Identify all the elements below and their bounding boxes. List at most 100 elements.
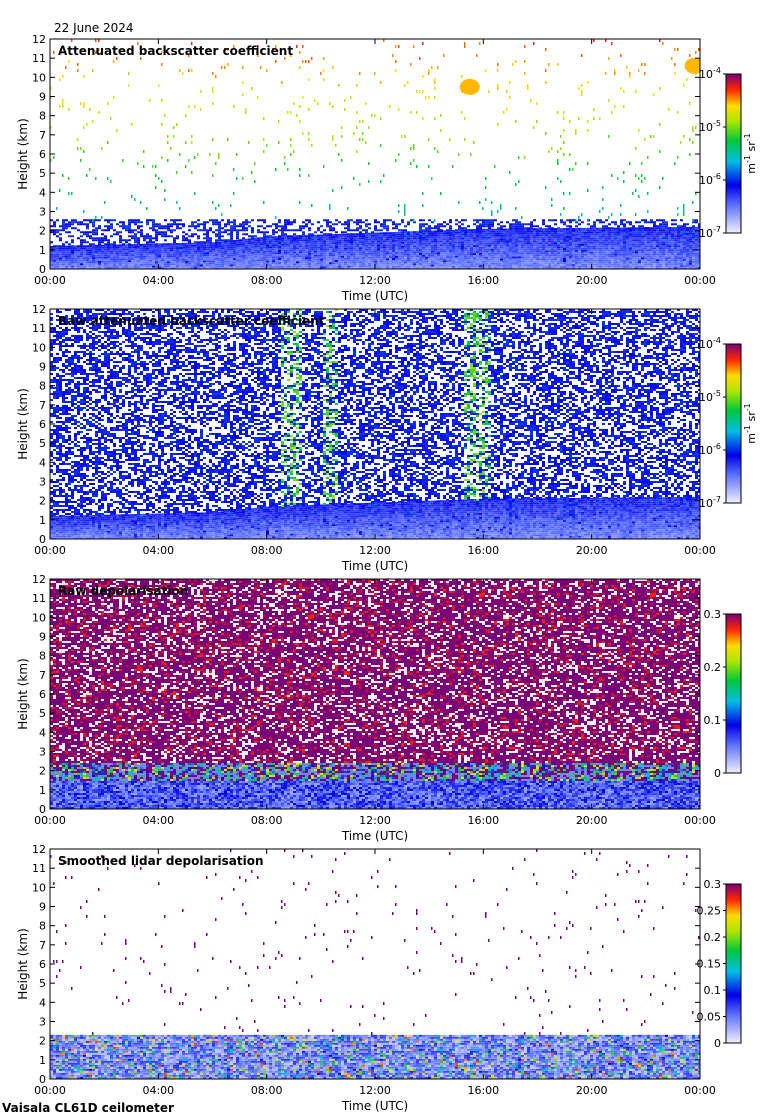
heatmap-cells	[563, 117, 565, 120]
heatmap-cells	[305, 801, 308, 803]
heatmap-cells	[602, 207, 604, 210]
heatmap-cells	[539, 1070, 542, 1073]
heatmap-cells	[203, 773, 206, 775]
heatmap-cells	[470, 369, 473, 371]
heatmap-cells	[323, 69, 325, 72]
heatmap-cells	[491, 213, 493, 216]
heatmap-cells	[674, 227, 677, 230]
y-tick-label: 6	[39, 148, 46, 161]
heatmap-cells	[407, 534, 437, 538]
heatmap-cells	[662, 42, 664, 45]
heatmap-cells	[308, 765, 311, 767]
heatmap-cells	[245, 108, 247, 111]
heatmap-cells	[191, 1036, 194, 1039]
y-tick-label: 0	[39, 533, 46, 546]
heatmap-cells	[575, 777, 578, 779]
date-label: 22 June 2024	[54, 21, 134, 35]
heatmap-cells	[308, 78, 310, 81]
heatmap-cells	[641, 773, 644, 775]
heatmap-cells	[299, 767, 302, 769]
x-axis-label: Time (UTC)	[341, 1099, 408, 1113]
heatmap-cells	[140, 1036, 143, 1039]
heatmap-cells	[80, 767, 83, 769]
heatmap-cells	[194, 1036, 197, 1039]
heatmap-cells	[266, 773, 269, 775]
heatmap-cells	[68, 177, 70, 180]
heatmap-cells	[284, 493, 287, 495]
heatmap-cells	[302, 763, 305, 765]
heatmap-cells	[53, 265, 56, 268]
heatmap-cells	[371, 765, 374, 767]
y-tick-label: 9	[39, 361, 46, 374]
heatmap-cells	[113, 771, 131, 779]
heatmap-cells	[353, 177, 355, 180]
heatmap-cells	[566, 779, 569, 781]
heatmap-cells	[641, 174, 643, 177]
heatmap-cells	[227, 63, 229, 66]
heatmap-cells	[86, 773, 89, 775]
heatmap-cells	[233, 192, 235, 195]
heatmap-cells	[149, 769, 674, 809]
heatmap-cells	[470, 399, 473, 401]
colorbar: 10-7 10-6 10-5 10-4 m-1 sr-1	[699, 66, 758, 240]
heatmap-cells	[455, 507, 458, 510]
heatmap-cells	[503, 111, 505, 114]
heatmap-cells	[68, 581, 680, 753]
x-tick-label: 20:00	[576, 544, 608, 557]
heatmap-cells	[491, 1074, 494, 1077]
y-tick-label: 0	[39, 263, 46, 276]
y-tick-label: 2	[39, 225, 46, 238]
heatmap-cells	[170, 765, 173, 767]
heatmap-cells	[176, 521, 692, 539]
heatmap-cells	[461, 75, 463, 78]
heatmap-cells	[260, 779, 263, 781]
heatmap-cells	[131, 779, 134, 781]
heatmap-cells	[284, 461, 287, 463]
heatmap-cells	[296, 393, 299, 395]
heatmap-cells	[533, 763, 536, 765]
heatmap-cells	[110, 769, 113, 771]
heatmap-cells	[248, 779, 251, 781]
heatmap-cells	[170, 767, 173, 769]
heatmap-cells	[191, 1042, 194, 1045]
panel-title: Raw attenuated backscatter coefficient	[58, 314, 325, 328]
heatmap-cells	[83, 102, 85, 105]
heatmap-cells	[86, 769, 89, 771]
heatmap-cells	[86, 1038, 671, 1061]
heatmap-cells	[389, 773, 392, 775]
heatmap-cells	[419, 57, 421, 60]
heatmap-cells	[299, 357, 302, 359]
heatmap-cells	[545, 81, 547, 84]
heatmap-cells	[620, 765, 623, 767]
heatmap-cells	[368, 126, 370, 129]
heatmap-cells	[533, 42, 535, 45]
heatmap-cells	[293, 391, 296, 393]
heatmap-cells	[170, 147, 172, 150]
heatmap-cells	[683, 499, 686, 501]
heatmap-cells	[113, 1052, 698, 1075]
heatmap-cells	[542, 234, 545, 237]
heatmap-cells	[659, 39, 661, 42]
heatmap-cells	[602, 1072, 605, 1075]
heatmap-cells	[296, 493, 299, 495]
heatmap-cells	[473, 327, 476, 329]
heatmap-cells	[536, 102, 538, 105]
heatmap-cells	[50, 309, 692, 539]
heatmap-cells	[569, 168, 571, 171]
heatmap-cells	[209, 1038, 212, 1041]
heatmap-cells	[464, 479, 467, 481]
heatmap-cells	[500, 232, 503, 235]
heatmap-cells	[281, 383, 302, 387]
heatmap-cells	[173, 765, 176, 767]
heatmap-cells	[611, 42, 613, 45]
colorbar: 0 0.05 0.1 0.15 0.2 0.25 0.3	[697, 878, 742, 1050]
heatmap-cells	[191, 1034, 194, 1037]
heatmap-cells	[206, 266, 452, 269]
heatmap-cells	[182, 769, 185, 771]
heatmap-cells	[506, 1074, 509, 1077]
heatmap-cells	[107, 1044, 692, 1067]
y-tick-label: 1	[39, 514, 46, 527]
heatmap-cells	[293, 477, 296, 479]
heatmap-cells	[287, 387, 290, 389]
heatmap-cells	[581, 763, 584, 765]
